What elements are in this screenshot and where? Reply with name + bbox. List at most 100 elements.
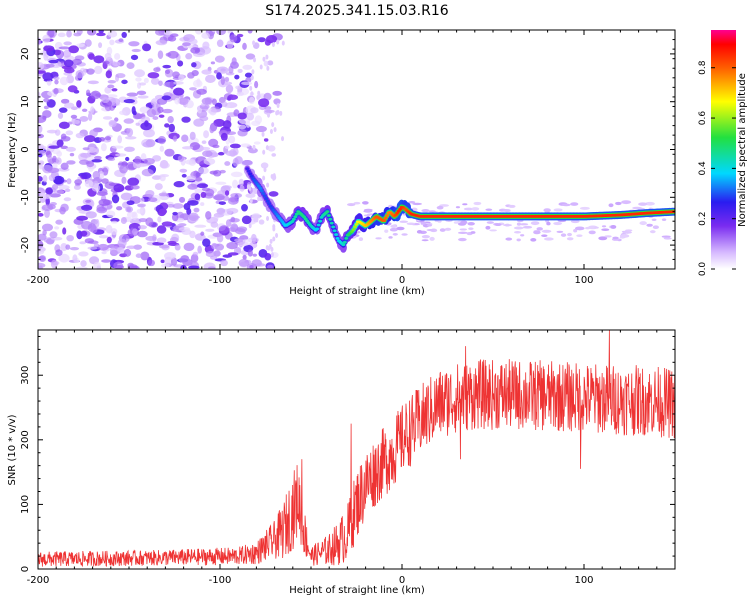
noise-blob [164,123,170,128]
noise-blob [79,116,89,122]
noise-speck [265,54,269,60]
noise-speck [275,233,279,239]
noise-blob [213,214,219,223]
noise-blob [98,198,111,206]
noise-blob [207,30,214,40]
noise-blob [161,108,173,114]
noise-blob [110,228,118,236]
band-noise [347,203,356,207]
noise-blob [187,183,199,190]
noise-blob [78,251,89,257]
band-noise [612,236,619,240]
track-core [325,210,330,214]
noise-blob [234,156,243,165]
noise-blob [167,240,177,245]
band-noise [661,218,667,221]
band-noise [412,202,423,206]
track-core [291,217,296,221]
noise-blob [228,227,237,232]
band-noise [649,230,656,234]
noise-blob [120,217,127,224]
band-noise [426,229,435,232]
noise-blob [81,220,93,230]
noise-blob [172,203,184,209]
track-core [261,192,266,195]
noise-blob [102,116,113,120]
noise-blob [258,98,270,108]
snr-line [38,330,675,568]
track-core [332,229,337,233]
noise-blob [157,136,167,145]
noise-blob [121,79,128,85]
noise-blob [84,238,95,244]
noise-blob [230,216,236,223]
noise-blob [216,39,224,48]
noise-blob [159,145,165,152]
noise-blob [66,160,76,165]
band-noise [389,227,398,232]
noise-blob [158,244,170,249]
noise-blob [70,114,78,119]
noise-speck [252,40,256,46]
track-core [383,216,388,220]
noise-blob [53,175,65,185]
noise-blob [260,162,269,169]
band-noise [426,224,433,227]
noise-blob [113,183,125,193]
noise-blob [178,97,189,106]
noise-blob [236,226,248,233]
band-noise [421,239,429,242]
spectrogram-signal-track [243,164,675,253]
band-noise [615,201,622,206]
noise-blob [211,242,218,250]
noise-blob [126,92,138,97]
noise-blob [148,197,158,203]
noise-speck [263,167,267,173]
noise-blob [237,68,243,74]
noise-blob [189,87,197,91]
noise-blob [67,85,78,93]
noise-blob [81,172,92,180]
noise-blob [210,61,216,65]
noise-blob [190,253,199,263]
track-core [326,214,331,217]
noise-blob [50,259,58,269]
noise-blob [75,266,88,269]
noise-blob [145,217,154,227]
band-noise [561,203,571,207]
noise-blob [47,154,53,164]
noise-blob [66,234,74,242]
noise-blob [62,49,72,58]
noise-blob [69,152,75,157]
noise-blob [53,189,65,194]
noise-blob [71,64,77,69]
noise-blob [266,264,274,269]
noise-speck [249,85,253,91]
spectrogram-y-label: Frequency (Hz) [7,112,18,188]
track-core [331,225,336,229]
noise-blob [80,152,92,158]
noise-blob [116,206,123,211]
band-noise [421,235,430,239]
noise-blob [177,60,184,67]
noise-blob [80,260,87,267]
noise-blob [232,179,239,189]
noise-blob [267,60,274,66]
noise-blob [242,239,253,243]
colorbar-tick-label: 0.2 [698,212,708,226]
noise-blob [254,263,266,267]
noise-blob [200,202,205,206]
noise-blob [152,116,159,120]
noise-speck [265,145,269,151]
noise-blob [186,175,197,182]
noise-blob [227,252,239,256]
noise-blob [263,138,269,142]
noise-blob [107,80,117,84]
noise-blob [60,162,69,170]
noise-blob [234,74,240,80]
band-noise [463,207,474,211]
noise-blob [76,215,89,221]
noise-blob [139,82,147,86]
noise-blob [238,258,250,267]
noise-blob [205,210,212,220]
